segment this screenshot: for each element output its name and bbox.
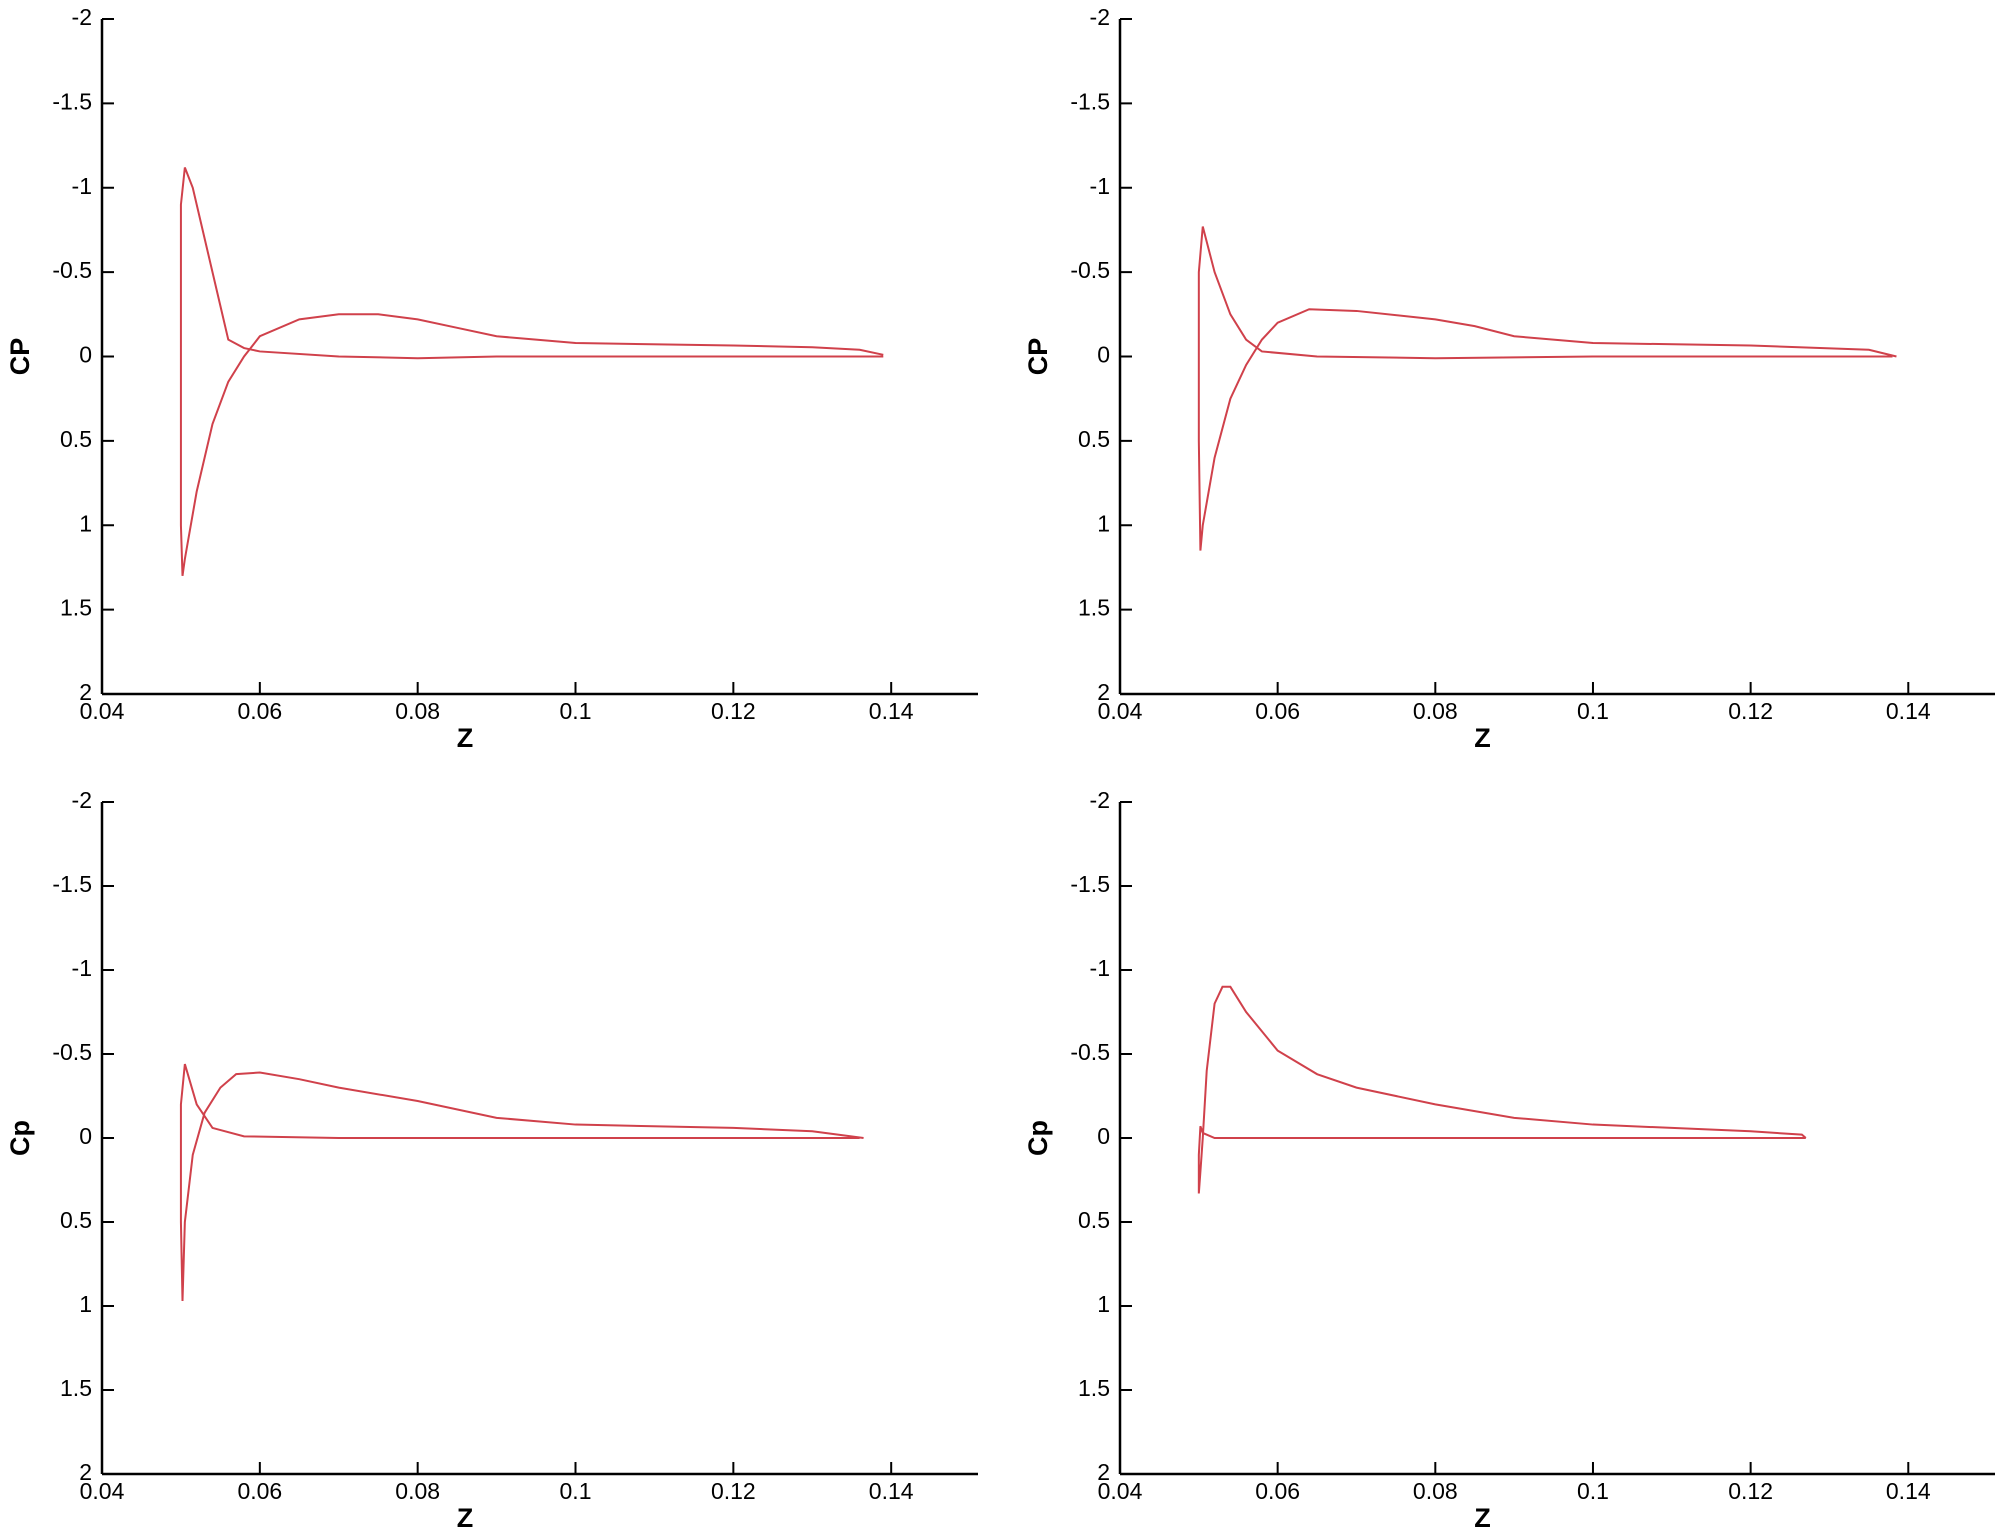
y-axis-label: Cp [1023,1120,1053,1156]
x-axis-label: Z [457,1503,474,1533]
y-tick-label: -0.5 [1070,257,1110,283]
y-tick-label: -2 [72,4,92,30]
curve [1197,226,1897,551]
y-tick-label: 1 [1097,510,1110,536]
y-tick-label: 0.5 [60,1207,92,1233]
x-tick-label: 0.1 [1577,1478,1609,1504]
y-tick-label: -1 [1090,955,1110,981]
y-tick-label: 0 [1097,342,1110,368]
x-tick-label: 0.04 [1098,698,1143,724]
y-tick-label: 1.5 [1078,595,1110,621]
y-tick-label: 0 [1097,1123,1110,1149]
x-tick-label: 0.08 [395,1478,440,1504]
x-tick-label: 0.04 [80,1478,125,1504]
y-tick-label: -2 [72,787,92,813]
y-tick-label: 0.5 [60,426,92,452]
y-axis-label: Cp [5,1120,35,1156]
y-tick-label: -1 [72,173,92,199]
y-tick-label: 0.5 [1078,426,1110,452]
x-tick-label: 0.14 [869,698,914,724]
y-tick-label: 1 [1097,1291,1110,1317]
y-axis-label: CP [5,338,35,376]
x-tick-label: 0.12 [711,698,756,724]
x-tick-label: 0.12 [1728,698,1773,724]
y-tick-label: 1.5 [60,595,92,621]
x-tick-label: 0.06 [1255,1478,1300,1504]
curve [179,167,884,577]
y-tick-label: -1.5 [52,871,92,897]
y-tick-label: -1.5 [52,88,92,114]
curve [179,1063,864,1301]
y-tick-label: 2 [1097,1459,1110,1485]
y-tick-label: -0.5 [52,257,92,283]
y-axis-label: CP [1023,338,1053,376]
x-tick-label: 0.1 [1577,698,1609,724]
x-tick-label: 0.14 [869,1478,914,1504]
y-tick-label: 2 [79,1459,92,1485]
y-tick-label: 0 [79,342,92,368]
y-tick-label: 0 [79,1123,92,1149]
y-tick-label: 1 [79,1291,92,1317]
y-tick-label: -2 [1090,787,1110,813]
x-tick-label: 0.06 [1255,698,1300,724]
x-axis-label: Z [1474,1503,1491,1533]
x-tick-label: 0.08 [1413,1478,1458,1504]
y-tick-label: 1 [79,510,92,536]
x-axis-label: Z [1474,723,1491,753]
x-tick-label: 0.06 [237,698,282,724]
y-tick-label: 2 [1097,679,1110,705]
y-tick-label: -1.5 [1070,88,1110,114]
y-tick-label: 1.5 [1078,1375,1110,1401]
x-tick-label: 0.04 [80,698,125,724]
x-tick-label: 0.06 [237,1478,282,1504]
x-tick-label: 0.1 [560,698,592,724]
y-tick-label: 0.5 [1078,1207,1110,1233]
y-tick-label: -1 [72,955,92,981]
y-tick-label: -0.5 [1070,1039,1110,1065]
x-axis-label: Z [457,723,474,753]
x-tick-label: 0.12 [1728,1478,1773,1504]
x-tick-label: 0.12 [711,1478,756,1504]
x-tick-label: 0.14 [1886,698,1931,724]
y-tick-label: 1.5 [60,1375,92,1401]
y-tick-label: 2 [79,679,92,705]
y-tick-label: -1.5 [1070,871,1110,897]
y-tick-label: -1 [1090,173,1110,199]
x-tick-label: 0.08 [395,698,440,724]
y-tick-label: -0.5 [52,1039,92,1065]
x-tick-label: 0.1 [560,1478,592,1504]
y-tick-label: -2 [1090,4,1110,30]
x-tick-label: 0.04 [1098,1478,1143,1504]
x-tick-label: 0.14 [1886,1478,1931,1504]
curve [1197,985,1807,1194]
x-tick-label: 0.08 [1413,698,1458,724]
